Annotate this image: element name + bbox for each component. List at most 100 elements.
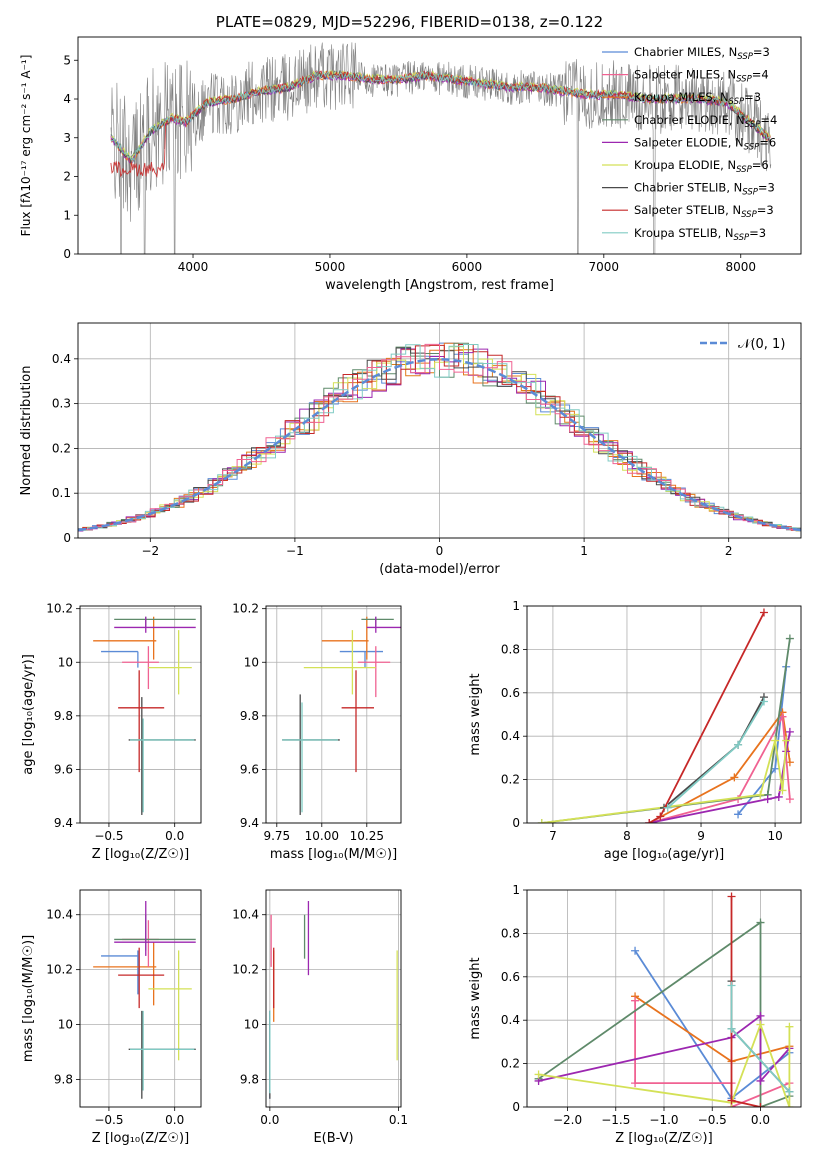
- plus-marker: [631, 946, 640, 955]
- x-axis-label: (data-model)/error: [379, 562, 500, 577]
- y-tick-label: 5: [63, 53, 71, 67]
- y-tick-label: 10.4: [232, 908, 259, 922]
- x-tick-label: 10.25: [350, 829, 384, 843]
- plus-marker: [778, 712, 787, 721]
- plus-marker: [756, 790, 765, 799]
- y-tick-label: 9.6: [240, 762, 259, 776]
- legend-entry: Salpeter STELIB, NSSP=3: [634, 203, 774, 220]
- plus-marker: [534, 1070, 543, 1079]
- plus-marker: [663, 803, 672, 812]
- error-bars: [269, 900, 398, 1099]
- plus-marker: [727, 1096, 736, 1105]
- x-tick-label: 7: [549, 829, 557, 843]
- y-tick-label: 9.6: [54, 762, 73, 776]
- x-tick-label: 6000: [452, 260, 483, 274]
- y-tick-label: 0.2: [501, 1057, 520, 1071]
- y-tick-label: 9.8: [54, 1073, 73, 1087]
- y-tick-label: 0.4: [52, 352, 71, 366]
- error-bars: [93, 900, 196, 1099]
- x-tick-label: −2: [141, 544, 159, 558]
- y-tick-label: 0: [63, 531, 71, 545]
- y-tick-label: 0.4: [501, 1013, 520, 1027]
- weight-lines: [534, 892, 794, 1107]
- plus-marker: [756, 1011, 765, 1020]
- x-tick-label: 0: [436, 544, 444, 558]
- y-tick-label: 1: [63, 208, 71, 222]
- y-tick-label: 0: [512, 816, 520, 830]
- axes-frame: [77, 322, 802, 539]
- y-tick-label: 4: [63, 92, 71, 106]
- y-axis-label: mass [log₁₀(M/M☉)]: [21, 935, 36, 1062]
- legend-entry: 𝒩(0, 1): [738, 337, 785, 352]
- x-tick-label: −2.0: [553, 1113, 582, 1127]
- y-tick-label: 10.4: [46, 908, 73, 922]
- x-axis-label: Z [log₁₀(Z/Z☉)]: [615, 1131, 712, 1146]
- plus-marker: [734, 810, 743, 819]
- y-tick-label: 10: [244, 1018, 259, 1032]
- y-tick-label: 0.8: [501, 642, 520, 656]
- age_vs_mass-panel: 9.75 10.00 10.25 9.4 9.6 9.8 10 10.2 mass [log₁₀…: [232, 602, 402, 862]
- x-tick-label: −1.5: [601, 1113, 630, 1127]
- y-tick-label: 0.8: [501, 926, 520, 940]
- residual-histograms: [78, 342, 801, 533]
- y-tick-label: 1: [512, 883, 520, 897]
- x-tick-label: 5000: [315, 260, 346, 274]
- error-bars: [93, 616, 196, 815]
- spectrum-panel: 4000 5000 6000 7000 8000 0 1 2 3 4 5 wavelength [An…: [19, 36, 802, 293]
- legend-entry: Kroupa STELIB, NSSP=3: [634, 226, 766, 243]
- y-tick-label: 0.2: [501, 773, 520, 787]
- plus-marker: [785, 795, 794, 804]
- gaussian-curve: [78, 358, 801, 532]
- x-axis-label: Z [log₁₀(Z/Z☉)]: [92, 1131, 189, 1146]
- x-tick-label: 1: [580, 544, 588, 558]
- x-tick-label: 2: [725, 544, 733, 558]
- y-tick-label: 10: [244, 655, 259, 669]
- age_vs_Z-panel: −0.5 0.0 9.4 9.6 9.8 10 10.2 Z [log₁₀(Z/Z☉)] age…: [21, 602, 202, 862]
- axes-frame: [265, 889, 402, 1108]
- x-tick-label: −1: [286, 544, 304, 558]
- legend-entry: Chabrier MILES, NSSP=3: [634, 45, 770, 62]
- x-tick-label: 0.0: [165, 1113, 184, 1127]
- legend-entry: Kroupa MILES, NSSP=3: [634, 90, 761, 107]
- y-tick-label: 0: [512, 1100, 520, 1114]
- y-tick-label: 10: [58, 655, 73, 669]
- plus-marker: [759, 608, 768, 617]
- plus-marker: [785, 634, 794, 643]
- plus-marker: [785, 1103, 794, 1107]
- plus-marker: [756, 1076, 765, 1085]
- plus-marker: [727, 1024, 736, 1033]
- plus-marker: [778, 786, 787, 795]
- legend-entry: Salpeter ELODIE, NSSP=6: [634, 135, 776, 152]
- plus-marker: [756, 1020, 765, 1029]
- weight-line: [663, 696, 765, 809]
- y-axis-label: mass weight: [468, 957, 483, 1039]
- x-axis-label: E(B-V): [313, 1131, 353, 1146]
- legend-entry: Salpeter MILES, NSSP=4: [634, 68, 769, 85]
- y-tick-label: 9.4: [240, 816, 259, 830]
- plus-marker: [756, 1103, 765, 1107]
- y-tick-label: 10.2: [46, 963, 73, 977]
- weight-lines: [537, 608, 794, 823]
- error-bars: [282, 616, 401, 815]
- y-tick-label: 9.8: [240, 1073, 259, 1087]
- observed-spectrum-line: [110, 42, 772, 254]
- y-tick-label: 9.8: [54, 709, 73, 723]
- x-tick-label: 0.0: [165, 829, 184, 843]
- plus-marker: [785, 1087, 794, 1096]
- axes-frame: [265, 605, 402, 824]
- x-tick-label: −0.5: [94, 1113, 123, 1127]
- y-tick-label: 2: [63, 170, 71, 184]
- plus-marker: [730, 773, 739, 782]
- y-tick-label: 0.6: [501, 970, 520, 984]
- plus-marker: [645, 819, 654, 823]
- plus-marker: [774, 792, 783, 801]
- x-tick-label: −0.5: [698, 1113, 727, 1127]
- x-tick-label: 8000: [725, 260, 756, 274]
- mass_vs_EBV-panel: 0.0 0.1 9.8 10 10.2 10.4 E(B-V): [232, 889, 408, 1146]
- y-tick-label: 10.2: [46, 602, 73, 616]
- x-tick-label: 0.0: [751, 1113, 770, 1127]
- y-axis-label: Normed distribution: [19, 366, 34, 496]
- y-tick-label: 10.2: [232, 963, 259, 977]
- spectrum-lines: [110, 42, 772, 254]
